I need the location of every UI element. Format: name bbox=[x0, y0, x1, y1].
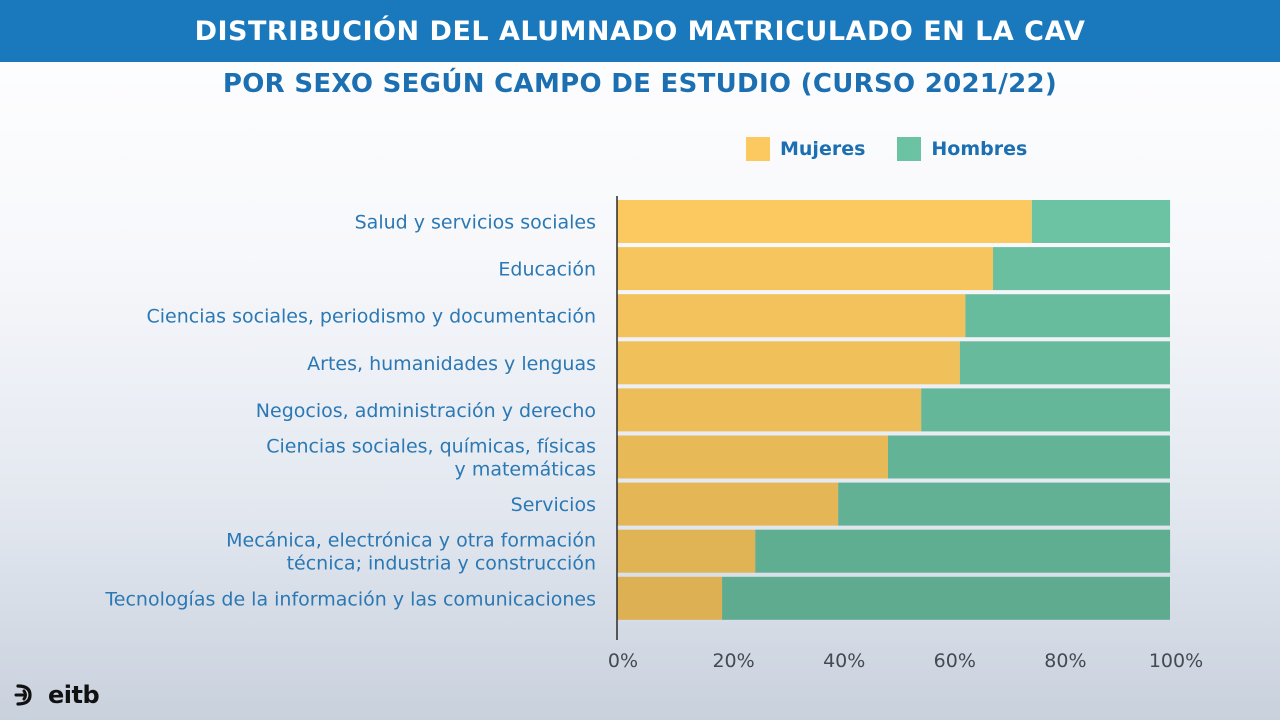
bar-hombres-5 bbox=[888, 435, 1170, 479]
bar-hombres-0 bbox=[1031, 200, 1171, 243]
bar-shade-6 bbox=[617, 482, 1170, 526]
legend-item-mujeres: Mujeres bbox=[746, 137, 865, 161]
bar-mujeres-6 bbox=[617, 482, 839, 526]
bar-shade-4 bbox=[617, 388, 1170, 432]
category-label-7-line1: técnica; industria y construcción bbox=[287, 553, 596, 575]
category-label-6: Servicios bbox=[511, 494, 596, 516]
category-label-2: Ciencias sociales, periodismo y document… bbox=[147, 306, 596, 328]
x-tick-label-0: 0% bbox=[608, 650, 638, 672]
bar-hombres-3 bbox=[959, 341, 1170, 385]
bar-mujeres-2 bbox=[617, 294, 966, 338]
bar-hombres-7 bbox=[755, 529, 1171, 573]
x-tick-label-2: 40% bbox=[823, 650, 865, 672]
category-label-1: Educación bbox=[498, 259, 596, 281]
x-tick-label-4: 80% bbox=[1044, 650, 1086, 672]
bar-shade-1 bbox=[617, 247, 1170, 290]
category-label-5-line0: Ciencias sociales, químicas, físicas bbox=[266, 436, 596, 458]
bar-shade-5 bbox=[617, 435, 1170, 479]
category-label-5-line1: y matemáticas bbox=[455, 459, 596, 481]
category-label-7-line0: Mecánica, electrónica y otra formación bbox=[226, 530, 596, 552]
legend-swatch-hombres bbox=[897, 137, 922, 161]
bar-shade-7 bbox=[617, 529, 1170, 573]
category-label-3: Artes, humanidades y lenguas bbox=[307, 353, 596, 375]
chart-title-banner: DISTRIBUCIÓN DEL ALUMNADO MATRICULADO EN… bbox=[0, 0, 1280, 62]
x-tick-label-1: 20% bbox=[712, 650, 754, 672]
bar-mujeres-5 bbox=[617, 435, 888, 479]
legend-swatch-mujeres bbox=[746, 137, 770, 161]
eitb-logo-text: eitb bbox=[48, 681, 100, 709]
legend-label-mujeres: Mujeres bbox=[780, 138, 866, 160]
bar-hombres-8 bbox=[722, 576, 1170, 620]
x-axis: 0% 20% 40% 60% 80% 100% bbox=[608, 196, 1203, 672]
bar-hombres-1 bbox=[993, 247, 1170, 291]
bar-hombres-2 bbox=[965, 294, 1170, 338]
chart-title: DISTRIBUCIÓN DEL ALUMNADO MATRICULADO EN… bbox=[194, 15, 1086, 47]
bar-hombres-4 bbox=[921, 388, 1170, 432]
x-tick-label-5: 100% bbox=[1149, 650, 1203, 672]
bar-mujeres-8 bbox=[617, 576, 723, 620]
bar-shade-8 bbox=[617, 576, 1170, 620]
eitb-logo: eitb bbox=[14, 678, 100, 712]
category-labels: Salud y servicios sociales Educación Cienc… bbox=[104, 212, 596, 611]
category-label-4: Negocios, administración y derecho bbox=[256, 400, 596, 422]
category-label-8: Tecnologías de la información y las comu… bbox=[104, 588, 596, 610]
chart-subtitle: POR SEXO SEGÚN CAMPO DE ESTUDIO (CURSO 2… bbox=[222, 69, 1058, 99]
legend-item-hombres: Hombres bbox=[897, 137, 1027, 161]
legend-label-hombres: Hombres bbox=[931, 138, 1028, 160]
category-label-0: Salud y servicios sociales bbox=[355, 212, 596, 234]
bar-mujeres-3 bbox=[617, 341, 960, 385]
eitb-logo-icon bbox=[14, 684, 32, 706]
x-tick-label-3: 60% bbox=[934, 650, 976, 672]
bar-shade-2 bbox=[617, 294, 1170, 337]
bar-mujeres-1 bbox=[617, 247, 993, 291]
bar-mujeres-0 bbox=[617, 200, 1032, 243]
legend: Mujeres Hombres bbox=[746, 136, 1049, 162]
bar-hombres-6 bbox=[838, 482, 1170, 526]
bar-mujeres-4 bbox=[617, 388, 922, 432]
bar-shade-3 bbox=[617, 341, 1170, 385]
bar-mujeres-7 bbox=[617, 529, 756, 573]
bars-group bbox=[617, 200, 1171, 620]
